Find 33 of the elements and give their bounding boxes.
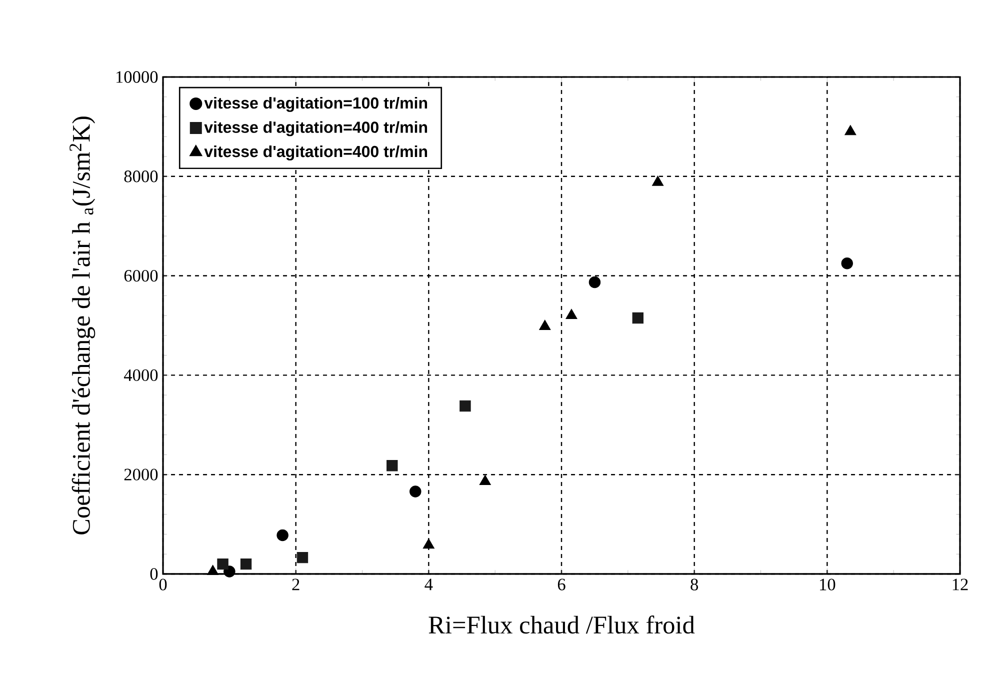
y-tick-label: 6000 [124,270,158,282]
point [410,486,422,498]
point [539,320,551,330]
point [652,176,664,186]
point [566,308,578,320]
y-tick-label: 4000 [124,369,158,382]
point [841,257,853,270]
point [588,276,601,288]
legend-label: vitesse d'agitation=400 tr/min [204,121,428,136]
y-tick-label: 2000 [124,468,158,480]
point [217,558,228,570]
point [460,400,471,412]
point [632,312,644,324]
x-tick-label: 4 [424,578,433,590]
x-tick-label: 6 [558,578,566,590]
y-tick-label: 0 [150,568,158,580]
x-tick-label: 8 [690,578,698,590]
x-tick-label: 2 [292,578,300,590]
x-tick-label: 10 [820,578,836,590]
point [240,558,252,570]
point [479,474,491,486]
legend-label: vitesse d'agitation=400 tr/min [204,145,428,160]
y-tick-label: 8000 [124,170,158,182]
x-axis-title: Ri=Flux chaud /Flux froid [428,616,695,634]
point [844,124,856,136]
y-axis-title: Coefficient d'échange de l'air h $_{a}$(J/sm$^{2}$K) [70,116,96,534]
x-tick-label: 12 [952,578,968,590]
point [386,460,398,472]
point [276,529,288,542]
y-tick-label: 10000 [116,71,158,83]
point [296,552,308,564]
legend-label: vitesse d'agitation=100 tr/min [204,96,428,112]
x-tick-label: 0 [159,578,167,590]
